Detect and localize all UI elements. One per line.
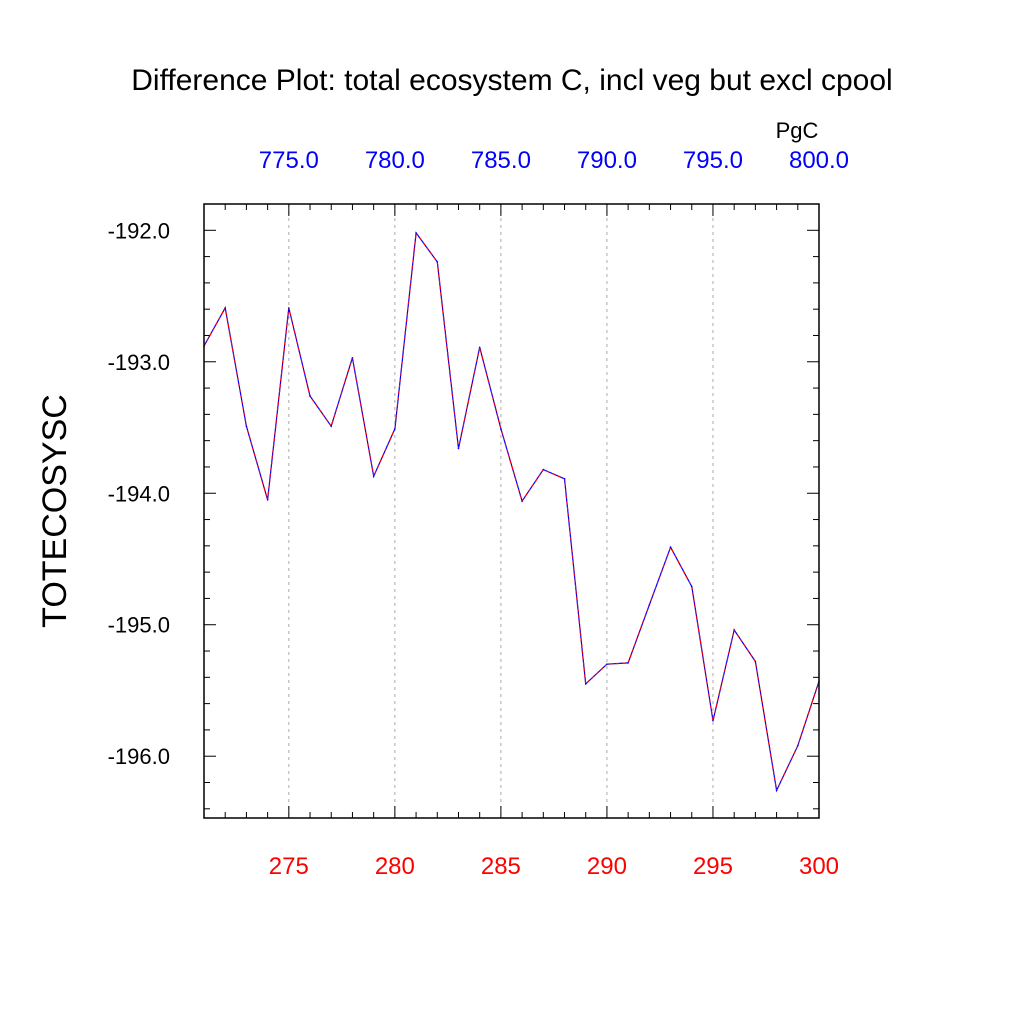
chart-title: Difference Plot: total ecosystem C, incl… — [131, 64, 892, 97]
left-tick-label-4: -196.0 — [108, 744, 170, 769]
left-tick-label-3: -195.0 — [108, 613, 170, 638]
bottom-tick-label-5: 300 — [799, 853, 839, 880]
series-line-dashed-0 — [203, 231, 820, 793]
plot-frame — [203, 203, 820, 819]
data-point-284 — [478, 346, 481, 349]
top-tick-label-3: 790.0 — [577, 147, 637, 174]
data-point-277 — [330, 425, 333, 427]
data-point-288 — [563, 477, 566, 480]
data-point-289 — [584, 683, 587, 685]
top-tick-label-2: 785.0 — [471, 147, 531, 174]
left-tick-label-2: -194.0 — [108, 481, 170, 506]
data-point-279 — [372, 475, 375, 477]
left-tick-label-0: -192.0 — [108, 218, 170, 243]
data-point-293 — [669, 546, 672, 548]
data-point-285 — [500, 428, 502, 430]
data-point-286 — [521, 500, 523, 502]
data-point-296 — [733, 629, 735, 631]
bottom-tick-label-3: 290 — [587, 853, 627, 880]
y-axis-label: TOTECOSYSC — [36, 394, 74, 628]
top-tick-label-0: 775.0 — [259, 147, 319, 174]
data-point-292 — [648, 604, 651, 606]
top-tick-label-5: 800.0 — [789, 147, 849, 174]
series-group — [203, 231, 820, 793]
grid-lines — [288, 204, 714, 818]
data-point-287 — [542, 468, 545, 471]
data-point-273 — [245, 425, 248, 427]
data-point-282 — [436, 261, 439, 263]
top-axis-unit: PgC — [776, 118, 819, 143]
bottom-tick-label-0: 275 — [269, 853, 309, 880]
data-point-291 — [627, 662, 629, 664]
data-point-275 — [288, 307, 290, 309]
data-point-298 — [775, 789, 778, 792]
top-tick-label-1: 780.0 — [365, 147, 425, 174]
left-tick-label-1: -193.0 — [108, 350, 170, 375]
data-point-290 — [606, 663, 608, 665]
data-point-283 — [457, 447, 460, 450]
data-point-278 — [351, 357, 354, 359]
data-point-280 — [394, 428, 396, 430]
bottom-tick-label-1: 280 — [375, 853, 415, 880]
tick-labels: -192.0 -193.0 -194.0 -195.0 -196.0 275 280 285 2… — [108, 147, 849, 880]
data-point-274 — [266, 499, 269, 501]
data-point-281 — [415, 232, 417, 234]
top-tick-label-4: 795.0 — [683, 147, 743, 174]
data-point-272 — [224, 307, 227, 309]
data-point-295 — [712, 719, 714, 722]
data-point-299 — [796, 744, 799, 747]
data-point-297 — [754, 660, 757, 663]
data-point-294 — [690, 585, 693, 588]
bottom-tick-label-4: 295 — [693, 853, 733, 880]
axis-ticks — [203, 203, 820, 818]
data-point-276 — [309, 395, 311, 397]
bottom-tick-label-2: 285 — [481, 853, 521, 880]
series-line-0 — [203, 231, 820, 793]
